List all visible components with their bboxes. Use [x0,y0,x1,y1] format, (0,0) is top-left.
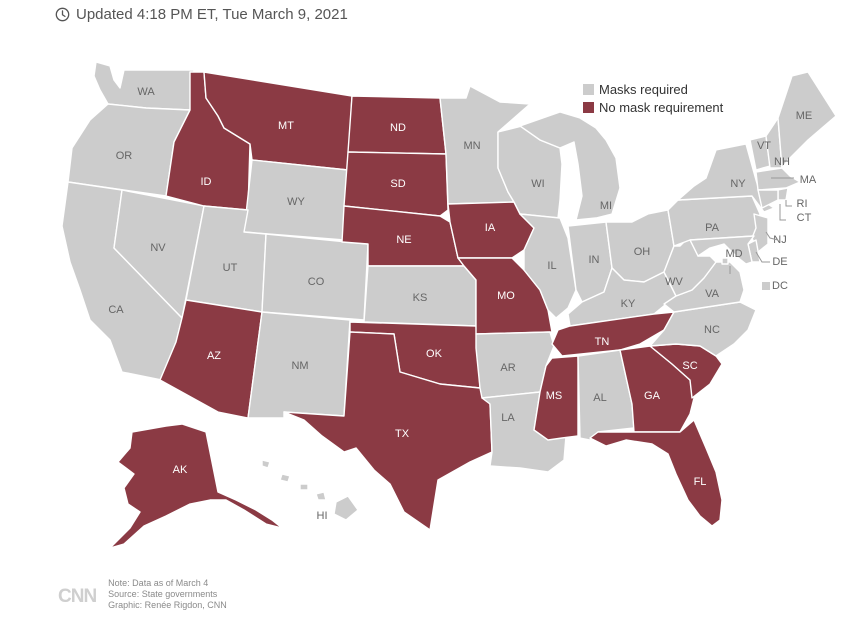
footnote-note: Note: Data as of March 4 [108,578,209,588]
state-label-wv: WV [665,276,683,288]
legend-label: Masks required [599,81,688,97]
state-ma [755,167,801,191]
state-wv [663,235,717,297]
state-label-ct: CT [797,212,812,224]
state-label-nj: NJ [773,234,786,246]
state-label-sd: SD [390,178,405,190]
state-label-la: LA [501,412,515,424]
state-nc [649,301,757,357]
state-label-mt: MT [278,120,294,132]
legend-swatch [583,101,594,113]
state-label-nh: NH [774,156,790,168]
state-label-wa: WA [137,86,155,98]
state-label-nm: NM [291,360,308,372]
state-hi [261,459,359,521]
state-md [689,235,755,265]
dc-swatch [762,282,770,290]
state-ak [109,423,283,549]
state-dc [721,257,729,265]
state-label-sc: SC [682,360,697,372]
state-label-me: ME [796,110,813,122]
state-label-ut: UT [223,262,238,274]
state-label-mi: MI [600,200,612,212]
state-tn [551,311,675,357]
state-label-ks: KS [413,292,428,304]
state-me [777,71,837,169]
state-label-pa: PA [705,222,720,234]
state-labels: WA OR CA NV ID MT WY UT AZ CO NM ND SD NE KS OK TX MN IA MO… [108,86,817,522]
state-label-ca: CA [108,304,124,316]
state-label-wi: WI [531,178,544,190]
state-label-hi: HI [317,510,328,522]
state-label-al: AL [593,392,606,404]
state-label-dc: DC [772,280,788,292]
state-label-va: VA [705,288,720,300]
cnn-logo: CNN [58,586,97,607]
state-label-fl: FL [694,476,707,488]
footer: CNN Note: Data as of March 4 Source: Sta… [58,578,227,611]
footnote-graphic: Graphic: Renée Rigdon, CNN [108,600,227,610]
state-label-tx: TX [395,428,410,440]
state-label-co: CO [308,276,325,288]
state-label-nd: ND [390,122,406,134]
state-label-or: OR [116,150,133,162]
footnote-source: Source: State governments [108,589,218,599]
updated-text: Updated 4:18 PM ET, Tue March 9, 2021 [76,6,348,23]
state-label-tn: TN [595,336,610,348]
state-mo [457,257,553,335]
state-label-ma: MA [800,174,817,186]
state-shapes [61,61,837,549]
state-label-ok: OK [426,348,443,360]
leader-lines [729,177,794,274]
state-label-mo: MO [497,290,515,302]
state-label-ky: KY [621,298,636,310]
state-label-mn: MN [463,140,480,152]
state-label-ri: RI [797,198,808,210]
legend: Masks required No mask requirement [583,80,723,116]
state-label-il: IL [547,260,556,272]
state-label-in: IN [589,254,600,266]
state-label-az: AZ [207,350,221,362]
legend-swatch [583,83,594,95]
state-sd [343,151,449,217]
state-mi [519,111,621,221]
updated-timestamp: Updated 4:18 PM ET, Tue March 9, 2021 [55,6,348,23]
state-label-ga: GA [644,390,661,402]
state-ct [757,189,779,209]
legend-item-masks-required: Masks required [583,80,723,98]
state-label-nc: NC [704,324,720,336]
state-ny [677,143,775,213]
state-label-ia: IA [485,222,496,234]
state-ri [777,187,789,201]
state-label-md: MD [725,248,742,260]
state-label-de: DE [772,256,787,268]
state-label-ny: NY [730,178,746,190]
state-label-vt: VT [757,140,771,152]
state-label-ne: NE [396,234,411,246]
state-label-ak: AK [173,464,188,476]
state-label-wy: WY [287,196,305,208]
footnotes: Note: Data as of March 4 Source: State g… [108,578,227,611]
state-label-id: ID [201,176,212,188]
state-il [519,213,577,319]
state-label-nv: NV [150,242,166,254]
state-label-oh: OH [634,246,651,258]
state-tx [283,331,493,531]
legend-label: No mask requirement [599,99,724,115]
state-fl [589,419,723,527]
state-label-ms: MS [546,390,563,402]
clock-icon [55,7,70,22]
state-label-ar: AR [500,362,515,374]
legend-item-no-mask: No mask requirement [583,98,723,116]
